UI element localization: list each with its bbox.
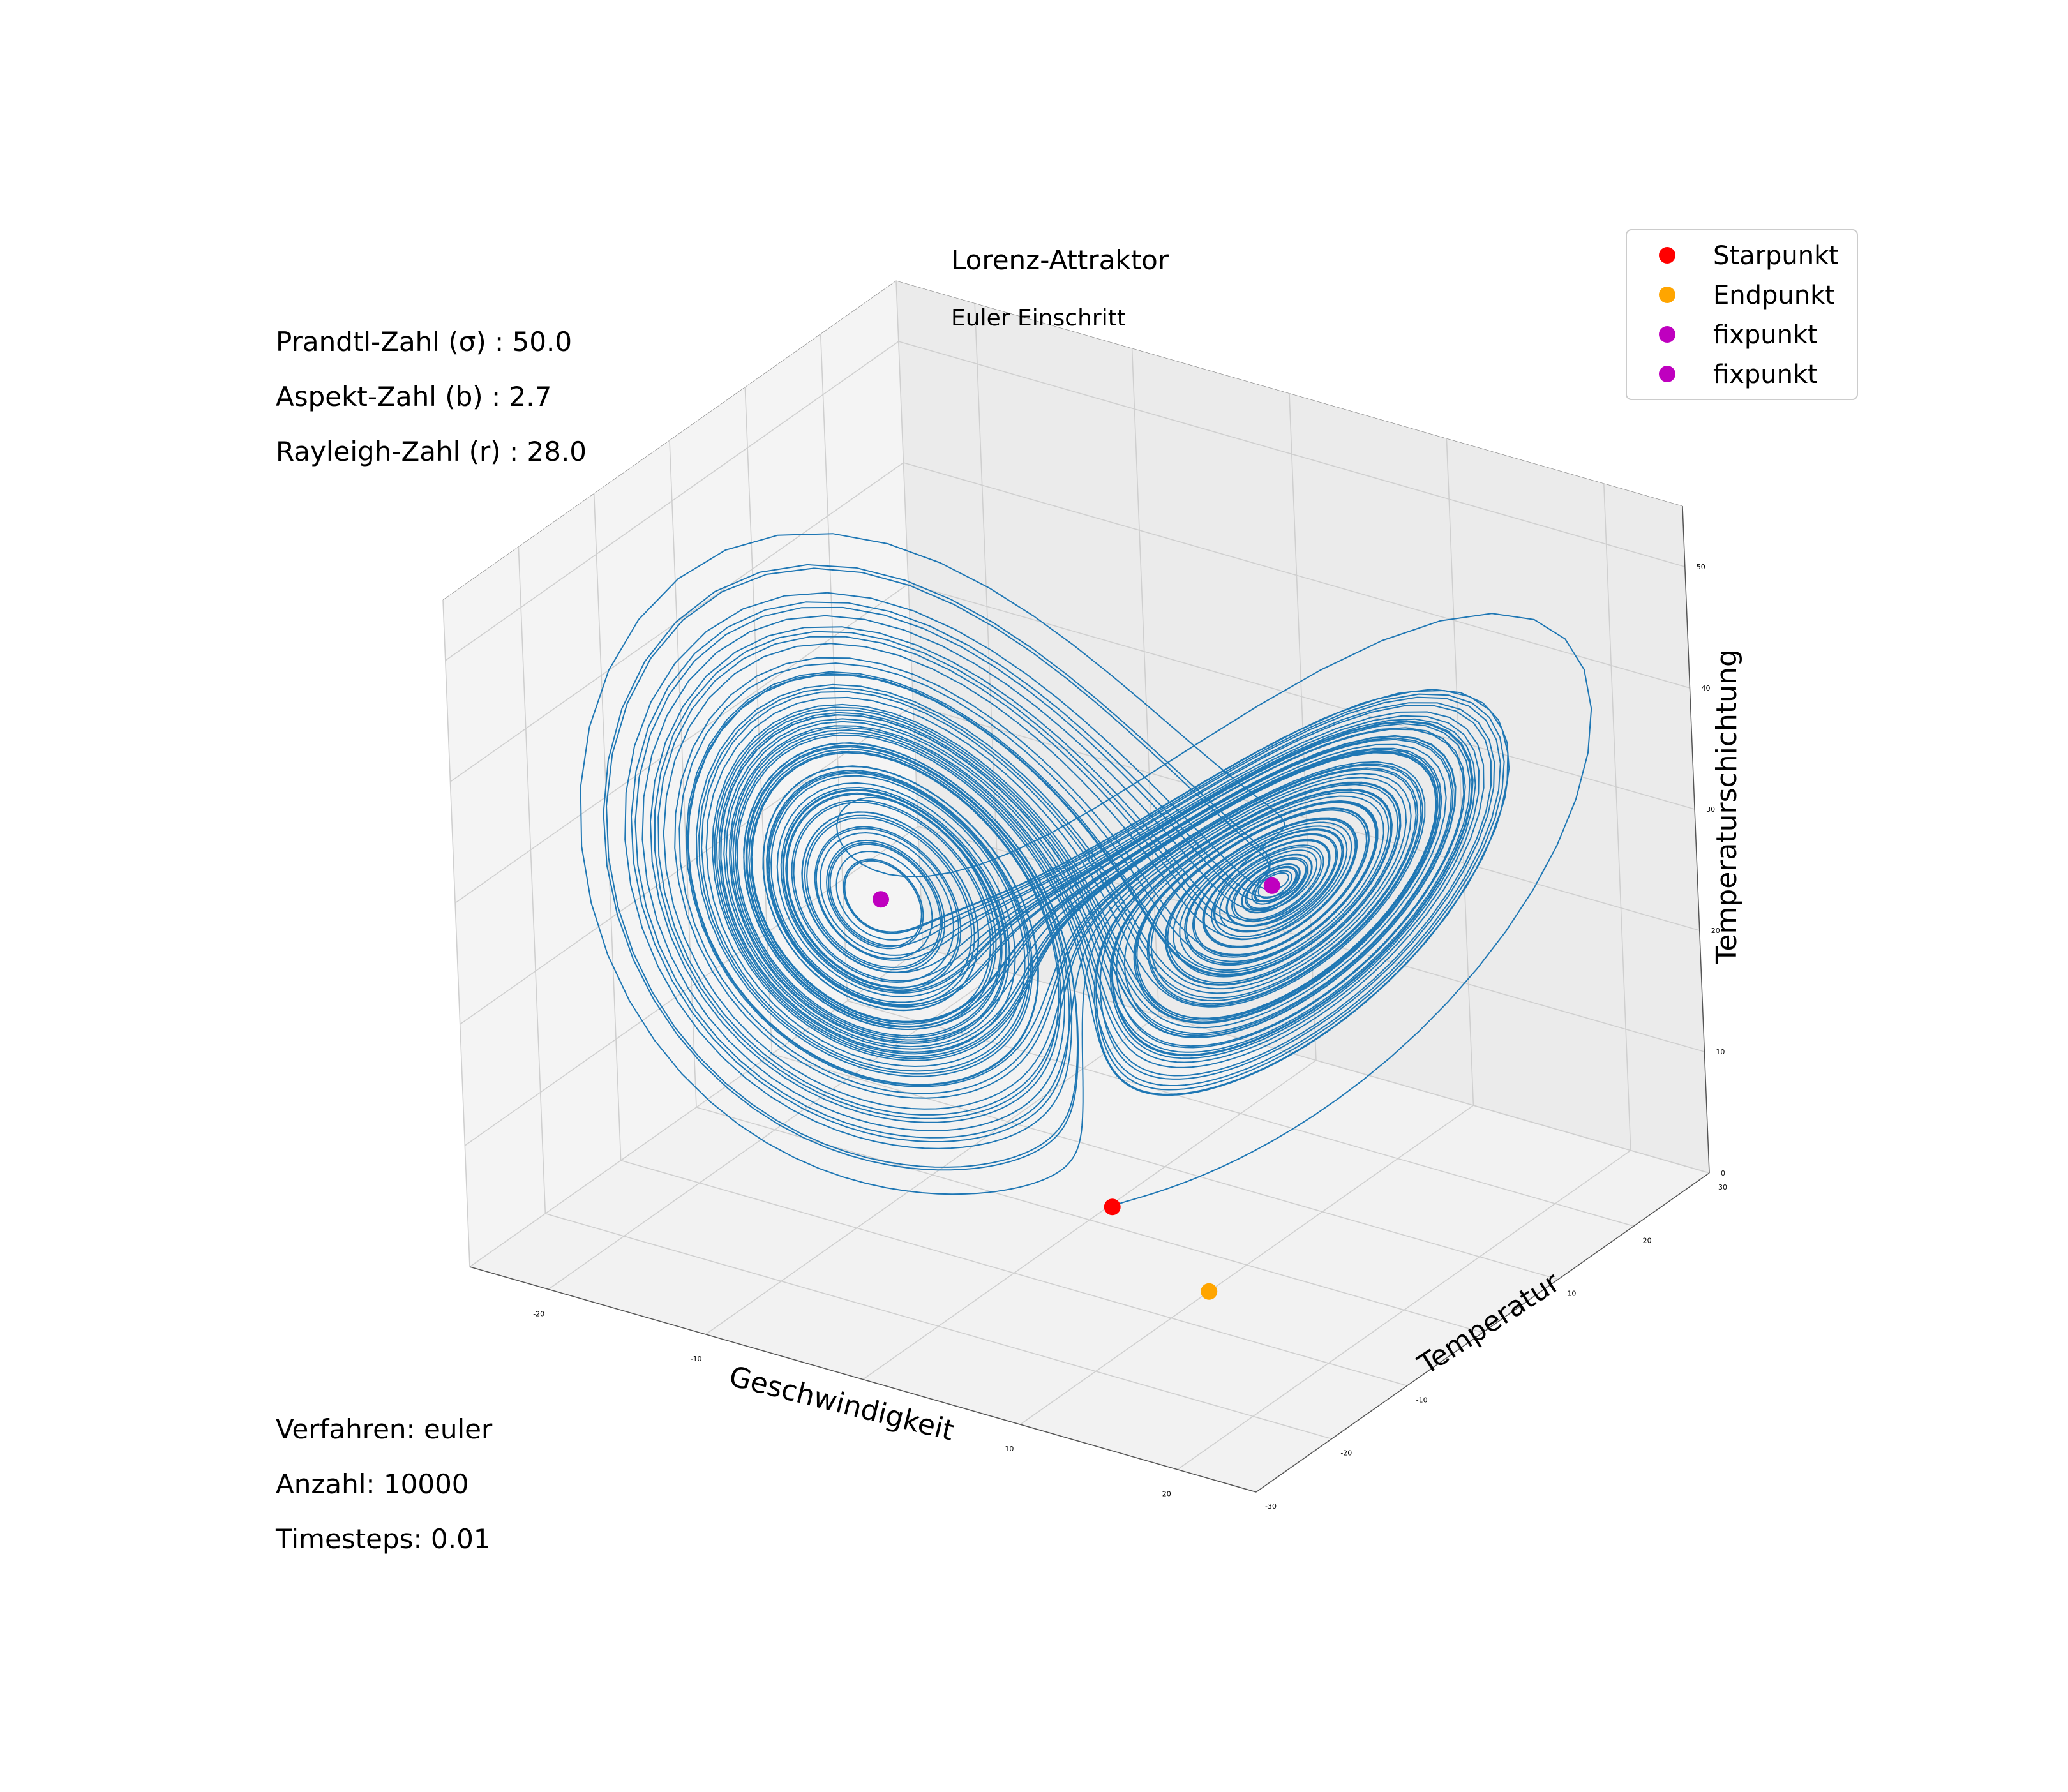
- grid-line-z: [913, 705, 1700, 931]
- aspekt-annotation: Aspekt-Zahl (b) : 2.7: [276, 381, 551, 412]
- trajectory-line: [678, 662, 1447, 1094]
- fixpunkt-marker: [873, 891, 890, 908]
- z-tick-label: 20: [1711, 927, 1720, 935]
- trajectory-line: [730, 705, 1492, 1077]
- x-axis-line: [469, 1266, 1257, 1493]
- z-tick-label: 0: [1721, 1169, 1725, 1177]
- grid-line-z: [449, 462, 904, 782]
- y-tick-label: 10: [1567, 1290, 1576, 1298]
- y-tick-label: -10: [1416, 1396, 1428, 1404]
- y-axis-line: [1255, 1172, 1710, 1493]
- trajectory-line: [634, 606, 1412, 1139]
- trajectory-line: [718, 712, 1471, 1055]
- fixpunkt-marker: [1263, 877, 1280, 894]
- grid-line-x: [974, 303, 1002, 971]
- endpunkt-marker: [1201, 1283, 1218, 1300]
- grid-line-z: [445, 341, 899, 661]
- legend-marker: [1659, 287, 1675, 303]
- trajectory-group: [580, 533, 1592, 1207]
- grid-line-y: [847, 1000, 1634, 1227]
- y-tick-label: 20: [1643, 1236, 1652, 1244]
- z-tick-label: 40: [1701, 684, 1710, 692]
- legend-label: Endpunkt: [1713, 281, 1835, 310]
- legend: Starpunkt Endpunkt fixpunkt fixpunkt: [1626, 229, 1858, 400]
- grid-line-z: [903, 462, 1690, 689]
- starpunkt-marker: [1104, 1198, 1121, 1216]
- legend-label: fixpunkt: [1713, 320, 1818, 350]
- z-tick-label: 50: [1697, 563, 1705, 571]
- legend-label: Starpunkt: [1713, 241, 1839, 271]
- y-tick-label: -30: [1265, 1502, 1277, 1511]
- grid-line-z: [469, 947, 924, 1267]
- trajectory-line: [729, 715, 1480, 1063]
- x-tick-label: 20: [1162, 1490, 1171, 1498]
- grid-line-x: [1603, 483, 1631, 1151]
- z-tick-label: 30: [1706, 805, 1715, 814]
- timesteps-annotation: Timesteps: 0.01: [275, 1523, 491, 1555]
- prandtl-annotation: Prandtl-Zahl (σ) : 50.0: [276, 326, 572, 357]
- grid-line-z: [898, 341, 1686, 567]
- chart-title: Lorenz-Attraktor: [951, 244, 1169, 276]
- chart-subtitle: Euler Einschritt: [951, 305, 1126, 331]
- legend-marker: [1659, 366, 1675, 382]
- grid-line-x: [1446, 438, 1474, 1106]
- y-tick-label: 30: [1718, 1183, 1727, 1191]
- legend-label: fixpunkt: [1713, 360, 1818, 389]
- trajectory-line: [735, 693, 1505, 1091]
- z-tick-label: 10: [1716, 1048, 1725, 1056]
- legend-marker: [1659, 247, 1675, 264]
- grid-line-z: [460, 705, 914, 1025]
- legend-marker: [1659, 326, 1675, 343]
- rayleigh-annotation: Rayleigh-Zahl (r) : 28.0: [276, 436, 587, 467]
- grid-line-z: [464, 826, 918, 1146]
- trajectory-line: [687, 674, 1510, 1096]
- z-axis-line: [1682, 505, 1710, 1174]
- y-tick-label: -20: [1340, 1449, 1352, 1458]
- grid-line-z: [908, 583, 1695, 810]
- legend-box: [1626, 229, 1858, 400]
- z-axis-label: Temperaturschichtung: [1711, 649, 1743, 964]
- grid-line-y: [442, 599, 470, 1267]
- grid-line-y: [620, 1160, 1407, 1387]
- trajectory-line: [641, 615, 1422, 1131]
- trajectory-line: [624, 592, 1495, 1149]
- grid-line-y: [545, 1213, 1332, 1440]
- verfahren-annotation: Verfahren: euler: [276, 1414, 493, 1445]
- grid-line-y: [518, 546, 546, 1214]
- grid-line-y: [669, 440, 697, 1108]
- trajectory-line: [654, 631, 1457, 1119]
- x-tick-label: -10: [691, 1355, 702, 1363]
- anzahl-annotation: Anzahl: 10000: [276, 1468, 469, 1500]
- grid-line-y: [772, 1053, 1559, 1280]
- trajectory-line: [580, 533, 1441, 1195]
- marker-points: [873, 877, 1280, 1300]
- x-tick-label: -20: [533, 1310, 544, 1318]
- x-tick-label: 10: [1005, 1445, 1014, 1453]
- tick-labels: -20 -10 10 20 -30 -20 -10 10 20 30 0 10 20 30 40 50: [533, 563, 1727, 1511]
